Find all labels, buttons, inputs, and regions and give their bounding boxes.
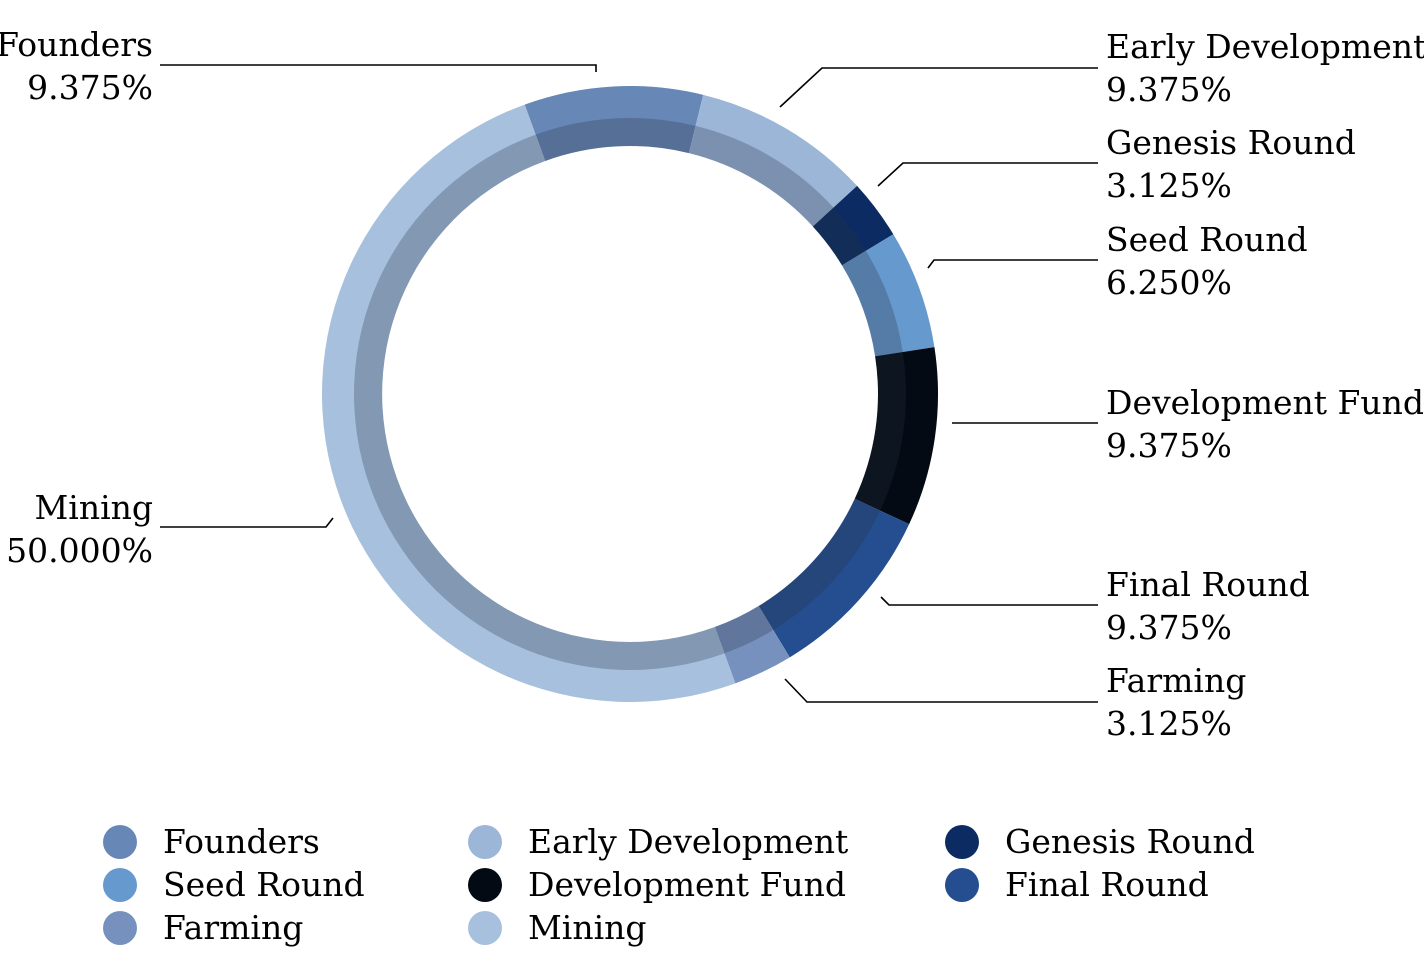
slice-value-label-early-development: 9.375% bbox=[1106, 70, 1232, 109]
slice-name-label-mining: Mining bbox=[34, 488, 153, 527]
legend-label-seed-round: Seed Round bbox=[163, 865, 365, 904]
slice-seed-round bbox=[842, 234, 935, 357]
legend-marker-mining bbox=[468, 911, 502, 945]
legend-marker-early-development bbox=[468, 825, 502, 859]
legend-marker-genesis-round bbox=[945, 825, 979, 859]
leader-line-mining bbox=[160, 517, 334, 528]
slice-development-fund bbox=[854, 347, 938, 525]
slice-inner-band-farming bbox=[714, 606, 774, 654]
legend-label-development-fund: Development Fund bbox=[528, 865, 846, 904]
slice-name-label-founders: Founders bbox=[0, 25, 153, 64]
legend-marker-farming bbox=[103, 911, 137, 945]
legend-marker-founders bbox=[103, 825, 137, 859]
slice-value-label-genesis-round: 3.125% bbox=[1106, 166, 1232, 205]
slice-name-label-seed-round: Seed Round bbox=[1106, 220, 1308, 259]
legend-label-genesis-round: Genesis Round bbox=[1005, 822, 1255, 861]
leader-line-early-development bbox=[779, 67, 1098, 108]
slice-name-label-farming: Farming bbox=[1106, 661, 1246, 700]
legend-label-early-development: Early Development bbox=[528, 822, 848, 861]
slice-name-label-early-development: Early Development bbox=[1106, 27, 1424, 66]
legend-marker-development-fund bbox=[468, 868, 502, 902]
leader-line-final-round bbox=[880, 596, 1098, 606]
slice-value-label-final-round: 9.375% bbox=[1106, 608, 1232, 647]
legend-label-farming: Farming bbox=[163, 908, 303, 947]
slice-final-round bbox=[758, 498, 910, 658]
slice-inner-band-founders bbox=[535, 118, 696, 161]
legend-label-final-round: Final Round bbox=[1005, 865, 1209, 904]
slice-value-label-farming: 3.125% bbox=[1106, 704, 1232, 743]
slice-mining bbox=[322, 104, 736, 702]
legend-marker-final-round bbox=[945, 868, 979, 902]
slice-inner-band-seed-round bbox=[842, 250, 903, 357]
leader-line-seed-round bbox=[927, 259, 1098, 269]
slice-early-development bbox=[688, 94, 858, 227]
slice-value-label-seed-round: 6.250% bbox=[1106, 263, 1232, 302]
donut-slices bbox=[322, 86, 938, 702]
legend: Founders Early Development Genesis Round Se… bbox=[103, 822, 1255, 947]
legend-label-mining: Mining bbox=[528, 908, 647, 947]
slice-inner-band-genesis-round bbox=[812, 207, 866, 266]
leader-line-founders bbox=[160, 64, 597, 72]
slice-genesis-round bbox=[812, 185, 894, 266]
leader-line-genesis-round bbox=[877, 162, 1098, 187]
slice-farming bbox=[714, 606, 790, 684]
legend-marker-seed-round bbox=[103, 868, 137, 902]
leader-line-farming bbox=[784, 678, 1098, 703]
slice-founders bbox=[524, 86, 704, 161]
slice-name-label-genesis-round: Genesis Round bbox=[1106, 123, 1356, 162]
slice-name-label-development-fund: Development Fund bbox=[1106, 383, 1424, 422]
slice-inner-band-development-fund bbox=[854, 352, 906, 511]
slice-labels: Founders 9.375% Early Development 9.375% Gen… bbox=[0, 25, 1424, 743]
legend-label-founders: Founders bbox=[163, 822, 320, 861]
slice-name-label-final-round: Final Round bbox=[1106, 565, 1310, 604]
slice-inner-band-early-development bbox=[688, 125, 834, 227]
slice-value-label-development-fund: 9.375% bbox=[1106, 426, 1232, 465]
slice-value-label-founders: 9.375% bbox=[27, 68, 153, 107]
slice-inner-band-final-round bbox=[758, 498, 881, 630]
slice-value-label-mining: 50.000% bbox=[6, 531, 153, 570]
